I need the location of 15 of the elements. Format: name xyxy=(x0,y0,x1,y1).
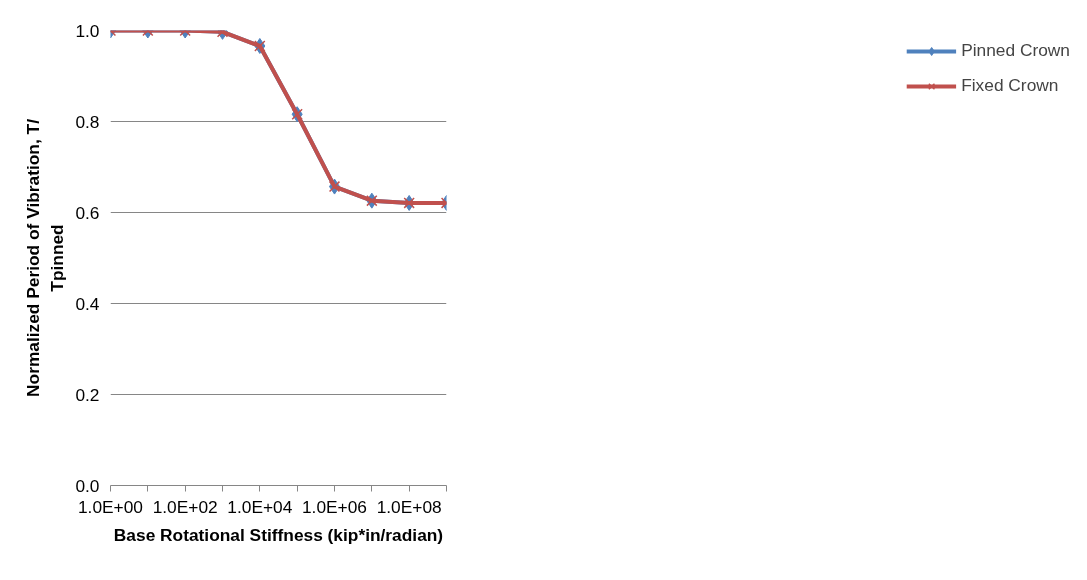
x-tick-label: 1.0E+04 xyxy=(227,496,293,517)
y-tick-label: 0.2 xyxy=(75,384,100,405)
legend-label: Fixed Crown xyxy=(961,75,1059,96)
x-tick-label: 1.0E+00 xyxy=(77,496,144,517)
x-tick-label: 1.0E+06 xyxy=(301,496,368,517)
y-tick-label: 0.6 xyxy=(75,202,100,223)
y-tick-label: 0.0 xyxy=(75,475,100,496)
x-axis-title: Base Rotational Stiffness (kip*in/radian) xyxy=(113,524,444,545)
y-axis-title: Normalized Period of Vibration, T/ Tpinned xyxy=(23,118,68,397)
x-tick-label: 1.0E+02 xyxy=(152,496,218,517)
y-tick-label: 0.4 xyxy=(75,293,100,314)
y-tick-label: 1.0 xyxy=(75,20,100,41)
y-tick-label: 0.8 xyxy=(75,111,100,132)
x-tick-label: 1.0E+08 xyxy=(376,496,442,517)
legend-label: Pinned Crown xyxy=(961,40,1070,61)
